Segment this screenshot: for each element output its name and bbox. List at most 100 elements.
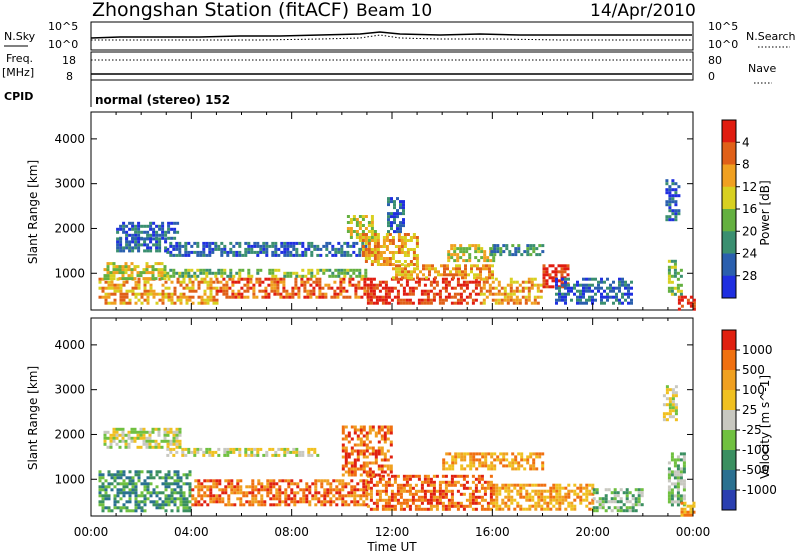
velocity-colorbar: 1000 500 100 25 -25 -100 -500 -1000 (721, 329, 777, 511)
data-region-2 (366, 277, 481, 305)
colorbar-tick-label-4: 20 (742, 224, 757, 238)
colorbar-tick-label-5: -100 (742, 443, 769, 457)
colorbar-swatch-2 (722, 370, 736, 391)
colorbar-tick-label-6: 28 (742, 269, 757, 283)
colorbar-swatch-5 (722, 430, 736, 451)
cpid-label: CPID (4, 90, 33, 103)
colorbar-swatch-7 (722, 275, 736, 299)
data-region-6 (341, 425, 393, 477)
y-tick-label-4000: 4000 (54, 338, 85, 352)
data-region-15 (387, 197, 405, 234)
x-tick-label-0: 00:00 (74, 525, 109, 539)
data-region-16 (361, 233, 419, 266)
velocity-colorbar-label: Velocity [m s^-1] (758, 375, 772, 479)
colorbar-tick-label-5: 24 (742, 247, 757, 261)
data-region-12 (166, 241, 368, 257)
x-tick-label-6: 00:00 (676, 525, 711, 539)
colorbar-swatch-6 (722, 253, 736, 277)
colorbar-swatch-2 (722, 164, 736, 188)
data-region-8 (592, 488, 644, 513)
y-tick-label-3000: 3000 (54, 383, 85, 397)
colorbar-tick-label-3: 16 (742, 202, 757, 216)
y-tick-label-2000: 2000 (54, 427, 85, 441)
y-tick-label-2000: 2000 (54, 221, 85, 235)
y-tick-label-3000: 3000 (54, 177, 85, 191)
colorbar-swatch-5 (722, 231, 736, 254)
data-region-6 (392, 264, 494, 280)
data-region-4 (103, 427, 182, 449)
data-region-2 (366, 474, 493, 511)
velocity-ylabel: Slant Range [km] (26, 366, 40, 470)
colorbar-tick-label-2: 100 (742, 383, 765, 397)
colorbar-swatch-3 (722, 186, 736, 210)
data-region-1 (191, 479, 369, 507)
colorbar-tick-label-1: 8 (742, 158, 750, 172)
data-region-11 (116, 221, 180, 240)
nave-tick-bottom: 0 (708, 70, 715, 83)
colorbar-tick-label-0: 4 (742, 135, 750, 149)
station-title: Zhongshan Station (fitACF) (92, 0, 349, 21)
power-colorbar-label: Power [dB] (758, 180, 772, 245)
x-tick-label-3: 12:00 (375, 525, 410, 539)
colorbar-tick-label-1: 500 (742, 363, 765, 377)
data-region-4 (103, 262, 167, 281)
data-region-14 (346, 215, 377, 242)
data-region-8 (490, 244, 545, 257)
cpid-value: normal (stereo) 152 (95, 93, 230, 107)
freq-unit-label: [MHz] (2, 66, 34, 79)
nave-tick-top: 80 (708, 54, 722, 67)
colorbar-swatch-8 (722, 490, 736, 511)
data-region-5 (166, 268, 368, 278)
data-region-7 (442, 452, 545, 471)
colorbar-swatch-4 (722, 410, 736, 431)
nsearch-tick-bottom: 10^0 (708, 38, 738, 51)
data-region-10 (667, 452, 686, 507)
x-tick-label-2: 08:00 (274, 525, 309, 539)
colorbar-tick-label-3: 25 (742, 403, 757, 417)
x-axis-label: Time UT (366, 540, 417, 554)
y-tick-label-4000: 4000 (54, 132, 85, 146)
colorbar-swatch-1 (722, 350, 736, 371)
freq-tick-bottom: 8 (66, 70, 73, 83)
colorbar-swatch-4 (722, 209, 736, 232)
status-panel: N.Sky 10^5 10^0 Freq. [MHz] 18 8 CPID no… (2, 20, 796, 107)
x-tick-label-4: 16:00 (475, 525, 510, 539)
colorbar-tick-label-6: -500 (742, 463, 769, 477)
colorbar-tick-label-2: 12 (742, 180, 757, 194)
data-region-9 (662, 385, 678, 422)
x-tick-label-1: 04:00 (174, 525, 209, 539)
colorbar-swatch-0 (722, 120, 736, 143)
y-tick-label-1000: 1000 (54, 266, 85, 280)
power-colorbar: 4 8 12 16 20 24 28 (721, 119, 757, 299)
data-region-17 (665, 179, 681, 222)
nave-label: Nave (748, 62, 776, 75)
nsearch-trace (91, 34, 692, 41)
freq-tick-top: 18 (62, 54, 76, 67)
nsearch-tick-top: 10^5 (708, 20, 738, 33)
data-region-0 (98, 470, 192, 513)
freq-label: Freq. (6, 52, 33, 65)
data-region-13 (116, 237, 168, 253)
data-region-18 (667, 259, 683, 296)
nsky-tick-top: 10^5 (48, 20, 78, 33)
data-region-10 (555, 277, 633, 305)
colorbar-swatch-1 (722, 142, 736, 165)
data-region-11 (680, 501, 696, 517)
colorbar-swatch-7 (722, 470, 736, 491)
data-region-1 (216, 277, 370, 299)
power-ylabel: Slant Range [km] (26, 160, 40, 264)
data-region-5 (166, 447, 320, 457)
y-tick-label-1000: 1000 (54, 472, 85, 486)
nsky-tick-bottom: 10^0 (48, 38, 78, 51)
nsky-trace (90, 31, 692, 39)
date-label: 14/Apr/2010 (590, 1, 696, 21)
data-region-7 (447, 244, 496, 263)
colorbar-swatch-0 (722, 330, 736, 351)
x-tick-label-5: 20:00 (575, 525, 610, 539)
colorbar-tick-label-0: 1000 (742, 343, 773, 357)
data-region-3 (479, 277, 543, 305)
data-region-0 (98, 277, 219, 305)
velocity-panel: Slant Range [km] 1000 2000 3000 4000 00:00 04… (26, 317, 711, 554)
colorbar-tick-label-4: -25 (742, 423, 762, 437)
